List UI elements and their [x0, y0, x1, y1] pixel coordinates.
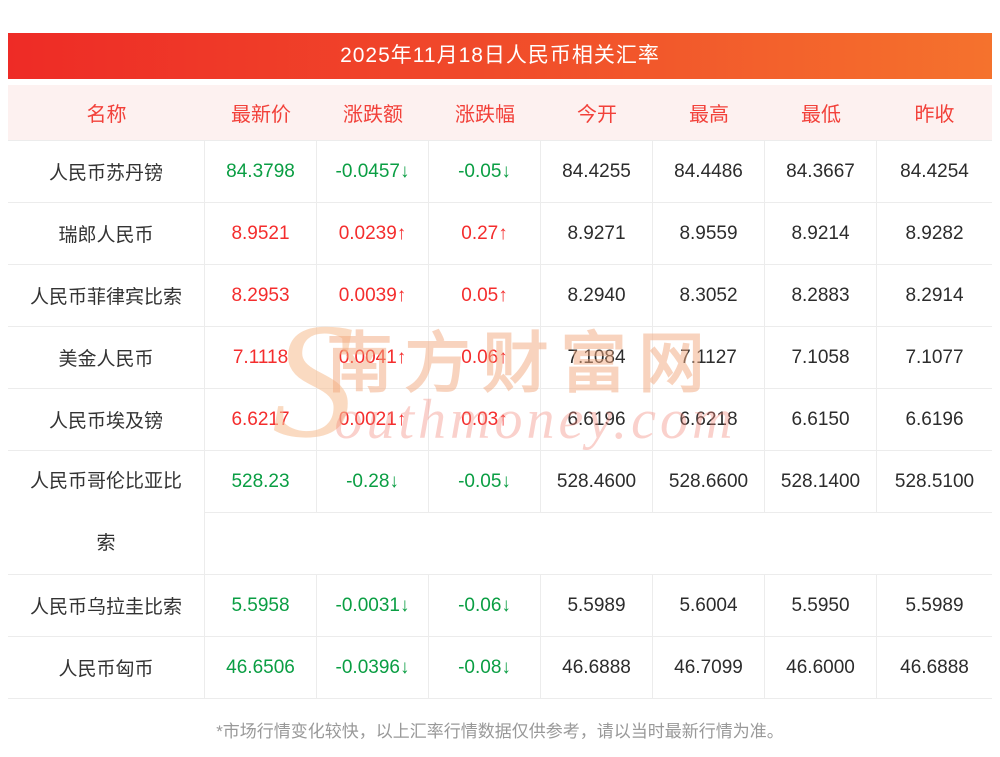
cell-change-amount: 0.0239↑ — [317, 203, 429, 264]
cell-high: 46.7099 — [653, 637, 765, 698]
cell-prev-close: 528.5100 — [894, 470, 975, 492]
row-name: 人民币乌拉圭比索 — [8, 575, 205, 636]
cell-open: 7.1084 — [541, 327, 653, 388]
row-name: 人民币埃及镑 — [8, 389, 205, 450]
table-row: 瑞郎人民币 8.9521 0.0239↑ 0.27↑ 8.9271 8.9559… — [8, 203, 992, 265]
cell-low: 84.3667 — [765, 141, 877, 202]
cell-prev-close: 8.2914 — [905, 284, 964, 306]
rates-table: 名称 最新价 涨跌额 涨跌幅 今开 最高 最低 昨收 人民币苏丹镑 84.379… — [8, 85, 992, 699]
cell-change-amount: 0.0039↑ — [317, 265, 429, 326]
cell-open: 8.2940 — [541, 265, 653, 326]
cell-low: 6.6150 — [765, 389, 877, 450]
cell-change-amount: -0.0031↓ — [317, 575, 429, 636]
cell-last-price: 5.5958 — [205, 575, 317, 636]
cell-prev-close: 46.6888 — [900, 656, 969, 678]
col-header-low: 最低 — [801, 104, 841, 126]
cell-change-amount: -0.0396↓ — [317, 637, 429, 698]
cell-last-price: 6.6217 — [205, 389, 317, 450]
cell-prev-close: 8.9282 — [905, 222, 964, 244]
table-row: 人民币匈币 46.6506 -0.0396↓ -0.08↓ 46.6888 46… — [8, 637, 992, 699]
cell-high: 6.6218 — [653, 389, 765, 450]
row-name: 人民币苏丹镑 — [8, 141, 205, 202]
cell-prev-close: 5.5989 — [905, 594, 964, 616]
col-header-name: 名称 — [86, 104, 127, 126]
cell-change-percent: -0.05↓ — [429, 451, 541, 512]
cell-change-percent: 0.05↑ — [429, 265, 541, 326]
cell-change-percent: -0.05↓ — [429, 141, 541, 202]
col-header-change-amt: 涨跌额 — [343, 104, 403, 126]
cell-last-price: 8.9521 — [205, 203, 317, 264]
cell-change-amount: -0.28↓ — [317, 451, 429, 512]
cell-change-percent: -0.08↓ — [429, 637, 541, 698]
cell-high: 84.4486 — [653, 141, 765, 202]
table-row: 人民币埃及镑 6.6217 0.0021↑ 0.03↑ 6.6196 6.621… — [8, 389, 992, 451]
row-name: 人民币匈币 — [8, 637, 205, 698]
table-row: 人民币菲律宾比索 8.2953 0.0039↑ 0.05↑ 8.2940 8.3… — [8, 265, 992, 327]
disclaimer-note: *市场行情变化较快，以上汇率行情数据仅供参考，请以当时最新行情为准。 — [216, 722, 784, 741]
page-title: 2025年11月18日人民币相关汇率 — [8, 33, 992, 79]
table-row: 美金人民币 7.1118 0.0041↑ 0.06↑ 7.1084 7.1127… — [8, 327, 992, 389]
cell-high: 8.9559 — [653, 203, 765, 264]
cell-open: 8.9271 — [541, 203, 653, 264]
cell-open: 528.4600 — [541, 451, 653, 512]
row-spacer — [205, 513, 992, 574]
cell-low: 8.2883 — [765, 265, 877, 326]
cell-change-amount: 0.0041↑ — [317, 327, 429, 388]
cell-open: 5.5989 — [541, 575, 653, 636]
cell-last-price: 46.6506 — [205, 637, 317, 698]
row-name: 美金人民币 — [8, 327, 205, 388]
cell-open: 84.4255 — [541, 141, 653, 202]
table-row: 人民币苏丹镑 84.3798 -0.0457↓ -0.05↓ 84.4255 8… — [8, 141, 992, 203]
row-cells-top: 528.23 -0.28↓ -0.05↓ 528.4600 528.6600 5… — [205, 451, 992, 513]
cell-change-amount: -0.0457↓ — [317, 141, 429, 202]
table-header-row: 名称 最新价 涨跌额 涨跌幅 今开 最高 最低 昨收 — [8, 85, 992, 141]
cell-high: 7.1127 — [653, 327, 765, 388]
cell-high: 5.6004 — [653, 575, 765, 636]
row-name: 人民币菲律宾比索 — [8, 265, 205, 326]
row-name: 人民币哥伦比亚比索 — [8, 451, 205, 574]
cell-change-percent: -0.06↓ — [429, 575, 541, 636]
cell-high: 8.3052 — [653, 265, 765, 326]
cell-prev-close: 84.4254 — [900, 160, 969, 182]
row-name: 瑞郎人民币 — [8, 203, 205, 264]
cell-open: 6.6196 — [541, 389, 653, 450]
col-header-change-pct: 涨跌幅 — [455, 104, 515, 126]
cell-change-percent: 0.03↑ — [429, 389, 541, 450]
cell-change-amount: 0.0021↑ — [317, 389, 429, 450]
cell-low: 8.9214 — [765, 203, 877, 264]
cell-open: 46.6888 — [541, 637, 653, 698]
cell-change-percent: 0.27↑ — [429, 203, 541, 264]
cell-last-price: 528.23 — [205, 451, 317, 512]
cell-low: 528.1400 — [765, 451, 877, 512]
cell-change-percent: 0.06↑ — [429, 327, 541, 388]
col-header-high: 最高 — [689, 104, 729, 126]
cell-prev-close: 6.6196 — [905, 408, 964, 430]
table-row: 人民币乌拉圭比索 5.5958 -0.0031↓ -0.06↓ 5.5989 5… — [8, 575, 992, 637]
cell-prev-close: 7.1077 — [905, 346, 964, 368]
row-cells: 528.23 -0.28↓ -0.05↓ 528.4600 528.6600 5… — [205, 451, 992, 574]
table-row: 人民币哥伦比亚比索 528.23 -0.28↓ -0.05↓ 528.4600 … — [8, 451, 992, 575]
col-header-prev-close: 昨收 — [914, 104, 955, 126]
col-header-open: 今开 — [577, 104, 617, 126]
cell-low: 5.5950 — [765, 575, 877, 636]
cell-low: 7.1058 — [765, 327, 877, 388]
cell-last-price: 8.2953 — [205, 265, 317, 326]
col-header-last-price: 最新价 — [231, 104, 291, 126]
cell-last-price: 84.3798 — [205, 141, 317, 202]
cell-high: 528.6600 — [653, 451, 765, 512]
cell-last-price: 7.1118 — [205, 327, 317, 388]
cell-low: 46.6000 — [765, 637, 877, 698]
